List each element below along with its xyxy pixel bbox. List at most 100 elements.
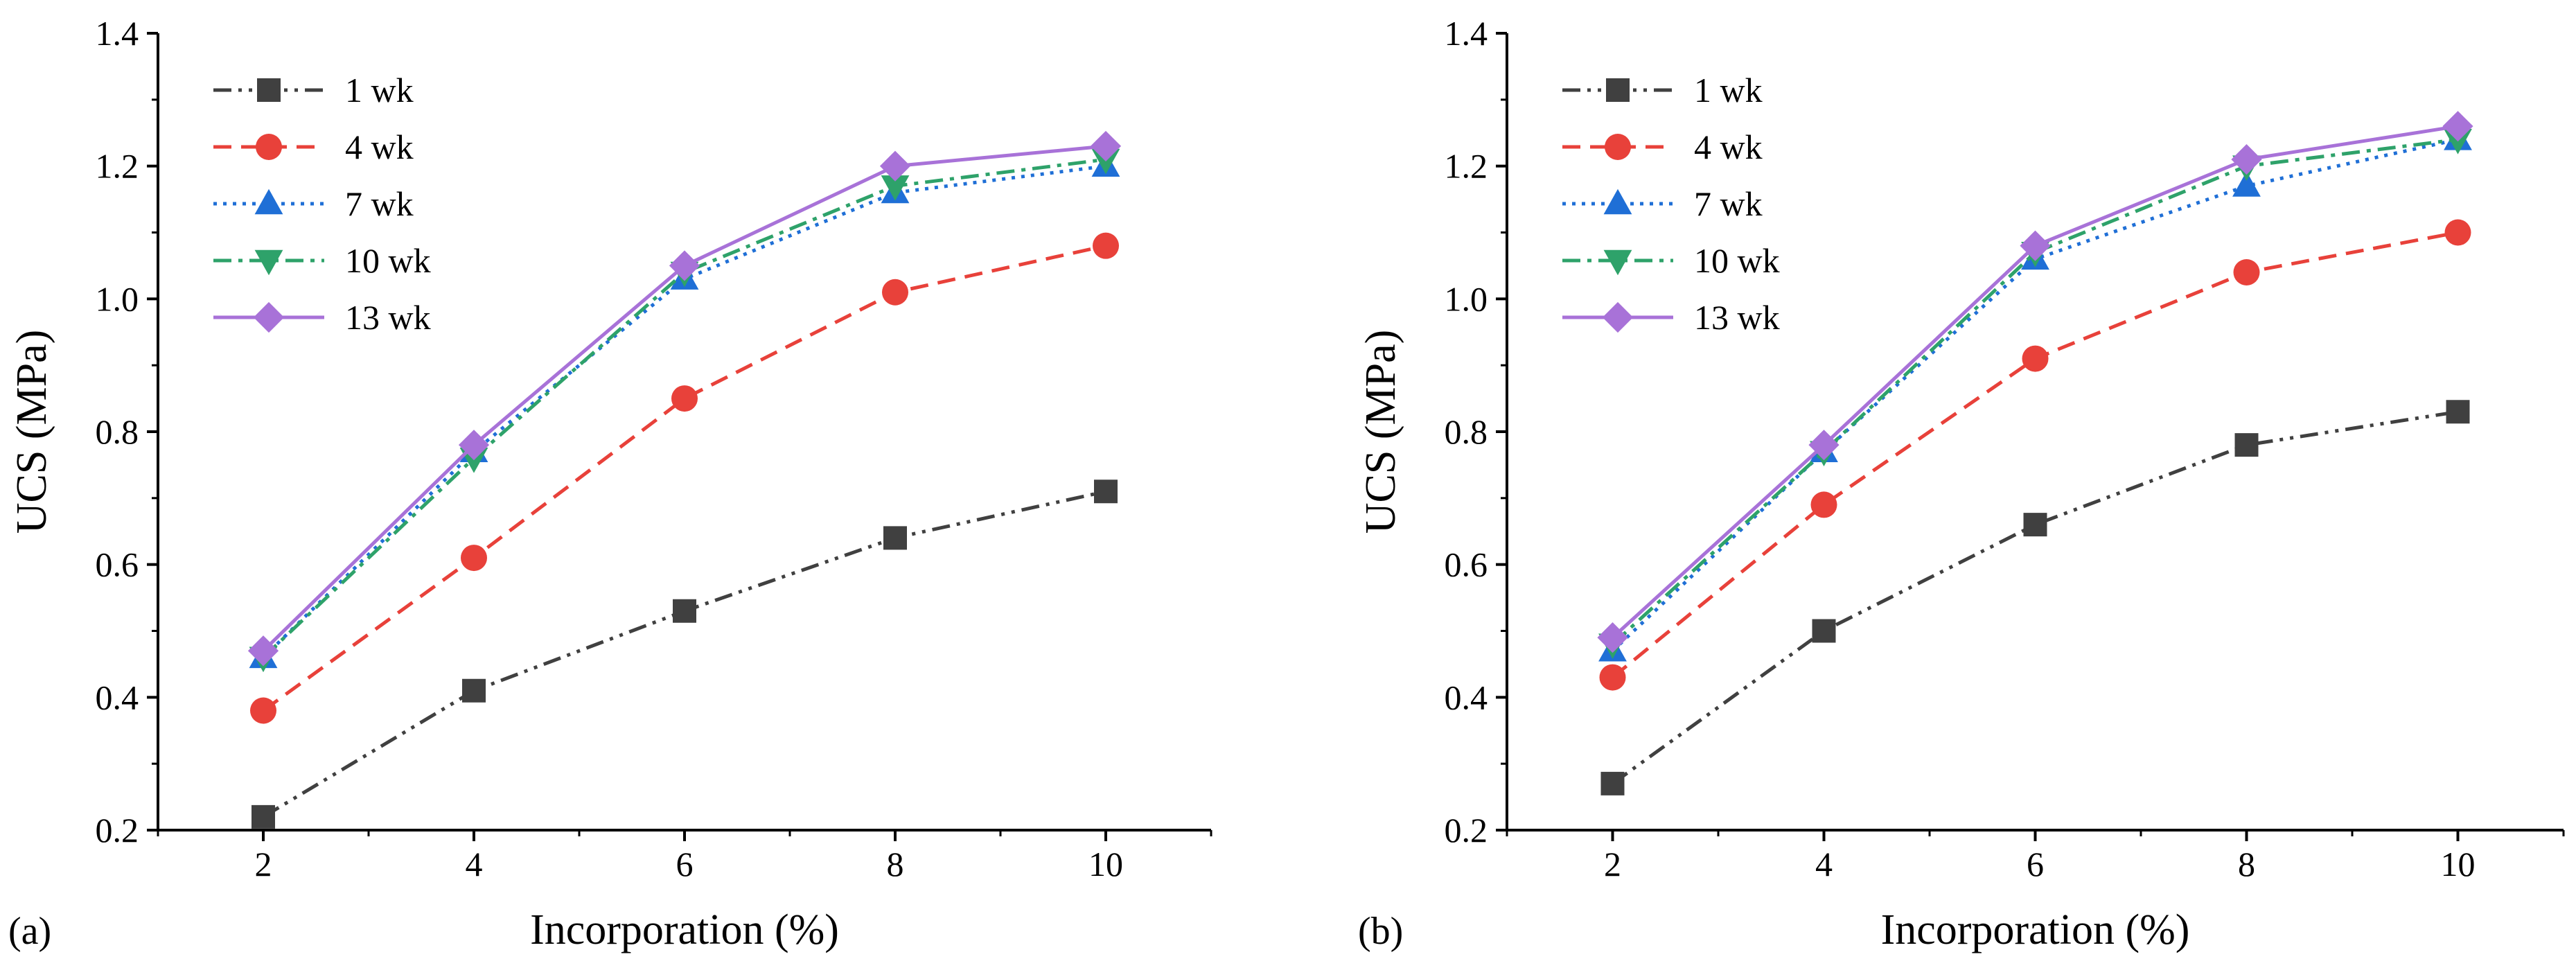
legend-marker (254, 188, 283, 215)
series-13-wk (1597, 111, 2473, 653)
data-point (1093, 232, 1119, 259)
data-point (2022, 345, 2049, 372)
y-axis-title: UCS (MPa) (8, 330, 55, 534)
legend-label: 1 wk (1694, 71, 1763, 109)
data-point (881, 175, 910, 201)
y-tick-label: 0.4 (1445, 678, 1488, 716)
legend-label: 4 wk (345, 127, 414, 166)
series-1-wk (1600, 400, 2470, 795)
legend-marker (257, 78, 281, 102)
data-point (2231, 143, 2262, 175)
series-13-wk (247, 130, 1122, 667)
y-tick-label: 1.2 (1445, 147, 1488, 186)
data-point (2233, 259, 2260, 285)
legend-marker (1603, 249, 1632, 276)
x-tick-label: 6 (2027, 845, 2044, 883)
chart-panel-a: 0.2 0.4 0.6 0.8 1.0 1.2 1.4 2 4 6 8 10 Incorporation… (8, 14, 1212, 953)
legend-marker (256, 134, 282, 160)
y-tick-label: 0.6 (1445, 545, 1488, 584)
y-tick-label: 1.2 (96, 147, 139, 186)
data-point (2232, 171, 2261, 197)
x-tick-label: 4 (1815, 845, 1833, 883)
legend-label: 7 wk (345, 184, 414, 223)
data-point (1094, 480, 1118, 504)
y-tick-label: 0.8 (1445, 412, 1488, 451)
y-axis-title: UCS (MPa) (1357, 330, 1404, 534)
data-point (252, 804, 275, 829)
legend-marker (1605, 134, 1631, 160)
data-point (673, 599, 696, 623)
data-point (2234, 433, 2259, 457)
data-point (671, 385, 698, 412)
series-4-wk (250, 232, 1119, 724)
panel-label: (a) (8, 910, 51, 953)
data-point (1808, 430, 1840, 461)
data-point (247, 635, 279, 667)
chart-panel-b: 0.2 0.4 0.6 0.8 1.0 1.2 1.4 2 4 6 8 10 Incorporation… (1357, 14, 2565, 953)
x-tick-label: 2 (255, 845, 272, 883)
data-point (882, 279, 908, 306)
y-tick-label: 0.8 (96, 412, 139, 451)
data-point (462, 678, 486, 703)
x-tick-label: 8 (887, 845, 904, 883)
data-point (883, 526, 907, 550)
series-4-wk (1599, 219, 2471, 691)
x-axis-title: Incorporation (%) (1881, 906, 2190, 953)
series-line (262, 164, 1106, 659)
series-line (1612, 410, 2458, 785)
data-point (2442, 111, 2473, 142)
legend-label: 7 wk (1694, 184, 1763, 223)
data-point (2020, 230, 2051, 261)
data-point (2446, 400, 2470, 424)
series-line (262, 157, 1106, 659)
data-point (2444, 219, 2471, 246)
y-tick-label: 0.2 (96, 811, 139, 850)
x-tick-label: 4 (466, 845, 483, 883)
data-point (461, 545, 487, 572)
data-point (669, 250, 700, 281)
x-tick-label: 2 (1604, 845, 1621, 883)
data-point (2444, 129, 2472, 155)
y-tick-label: 1.4 (1445, 14, 1488, 53)
legend-marker (254, 249, 283, 276)
data-point (1091, 148, 1120, 175)
x-tick-label: 10 (2441, 845, 2476, 883)
data-point (458, 430, 490, 461)
legend-label: 1 wk (345, 71, 414, 109)
data-point (1090, 130, 1122, 162)
data-point (2023, 513, 2047, 537)
legend-label: 4 wk (1694, 127, 1763, 166)
y-tick-label: 1.0 (1445, 279, 1488, 318)
legend-label: 13 wk (1694, 298, 1780, 337)
legend-marker (253, 301, 285, 333)
x-tick-label: 6 (676, 845, 694, 883)
legend-marker (1606, 78, 1630, 102)
y-tick-label: 0.4 (96, 678, 139, 716)
series-line (262, 244, 1106, 712)
data-point (879, 150, 911, 182)
series-line (1611, 137, 2458, 646)
data-point (1812, 619, 1836, 643)
x-tick-label: 10 (1088, 845, 1123, 883)
y-tick-label: 1.0 (96, 279, 139, 318)
data-point (250, 697, 276, 724)
x-tick-label: 8 (2238, 845, 2255, 883)
data-point (1600, 771, 1625, 795)
data-point (1810, 491, 1837, 518)
y-tick-label: 0.6 (96, 545, 139, 584)
legend-label: 13 wk (345, 298, 431, 337)
x-axis-title: Incorporation (%) (530, 906, 839, 953)
legend-label: 10 wk (345, 241, 431, 280)
legend: 1 wk 4 wk 7 wk 10 wk 13 wk (213, 71, 431, 337)
panel-label: (b) (1358, 910, 1403, 953)
data-point (1599, 664, 1626, 691)
legend-label: 10 wk (1694, 241, 1780, 280)
legend-marker (1602, 301, 1634, 333)
series-1-wk (252, 480, 1118, 829)
legend-marker (1603, 188, 1632, 215)
y-tick-label: 0.2 (1445, 811, 1488, 850)
data-point (1597, 622, 1628, 653)
y-tick-label: 1.4 (96, 14, 139, 53)
legend: 1 wk 4 wk 7 wk 10 wk 13 wk (1562, 71, 1780, 337)
